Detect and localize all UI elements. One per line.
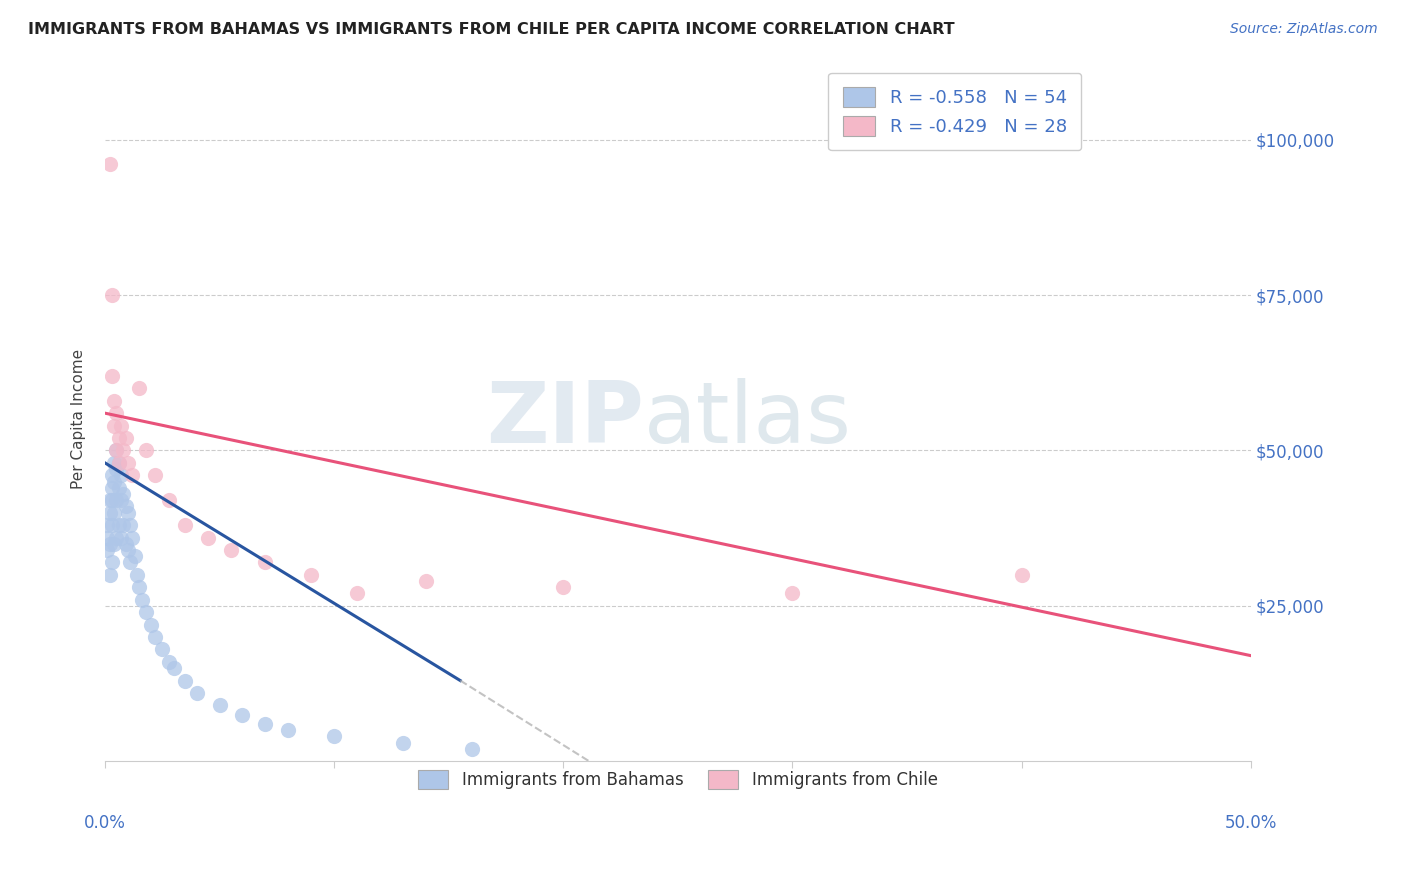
Point <box>105 531 128 545</box>
Point <box>208 698 231 713</box>
Point <box>277 723 299 738</box>
Point <box>323 730 346 744</box>
Point <box>101 288 124 302</box>
Point <box>105 462 128 476</box>
Point <box>157 655 180 669</box>
Point <box>101 468 124 483</box>
Point <box>128 381 150 395</box>
Point <box>124 549 146 563</box>
Point <box>219 543 242 558</box>
Point <box>114 537 136 551</box>
Legend: Immigrants from Bahamas, Immigrants from Chile: Immigrants from Bahamas, Immigrants from… <box>409 762 946 797</box>
Point <box>110 531 132 545</box>
Point <box>346 586 368 600</box>
Point <box>125 567 148 582</box>
Point <box>107 456 129 470</box>
Point <box>110 468 132 483</box>
Point <box>101 493 124 508</box>
Point <box>98 157 121 171</box>
Point <box>145 630 167 644</box>
Point <box>392 736 415 750</box>
Point <box>107 456 129 470</box>
Point <box>114 431 136 445</box>
Point <box>105 443 128 458</box>
Point <box>254 717 277 731</box>
Point <box>114 500 136 514</box>
Point <box>107 481 129 495</box>
Point <box>98 537 121 551</box>
Point <box>186 686 208 700</box>
Text: 0.0%: 0.0% <box>84 814 127 832</box>
Point <box>135 443 157 458</box>
Point <box>101 555 124 569</box>
Point <box>96 518 118 533</box>
Point <box>107 518 129 533</box>
Point <box>117 506 139 520</box>
Point <box>1011 567 1033 582</box>
Point <box>117 543 139 558</box>
Point <box>98 506 121 520</box>
Point <box>231 707 253 722</box>
Point <box>98 567 121 582</box>
Point <box>117 456 139 470</box>
Point <box>107 431 129 445</box>
Text: IMMIGRANTS FROM BAHAMAS VS IMMIGRANTS FROM CHILE PER CAPITA INCOME CORRELATION C: IMMIGRANTS FROM BAHAMAS VS IMMIGRANTS FR… <box>28 22 955 37</box>
Text: 50.0%: 50.0% <box>1225 814 1277 832</box>
Point <box>157 493 180 508</box>
Point <box>131 592 153 607</box>
Point <box>103 393 125 408</box>
Point <box>460 742 482 756</box>
Point <box>163 661 186 675</box>
Point <box>101 368 124 383</box>
Point <box>112 487 135 501</box>
Point <box>782 586 804 600</box>
Point <box>103 456 125 470</box>
Point <box>121 468 143 483</box>
Point <box>553 580 575 594</box>
Point <box>110 418 132 433</box>
Point <box>105 443 128 458</box>
Point <box>96 543 118 558</box>
Point <box>110 493 132 508</box>
Point <box>103 537 125 551</box>
Point <box>139 617 162 632</box>
Text: atlas: atlas <box>644 378 852 461</box>
Point <box>112 518 135 533</box>
Point <box>174 673 197 688</box>
Point <box>174 518 197 533</box>
Point <box>299 567 322 582</box>
Point <box>150 642 173 657</box>
Point <box>105 493 128 508</box>
Point <box>135 605 157 619</box>
Point <box>101 518 124 533</box>
Point <box>96 531 118 545</box>
Point <box>254 555 277 569</box>
Point <box>120 518 142 533</box>
Point <box>103 475 125 489</box>
Point <box>101 481 124 495</box>
Point <box>120 555 142 569</box>
Text: ZIP: ZIP <box>485 378 644 461</box>
Point <box>105 406 128 420</box>
Point <box>112 443 135 458</box>
Point <box>197 531 219 545</box>
Point <box>145 468 167 483</box>
Point <box>103 418 125 433</box>
Text: Source: ZipAtlas.com: Source: ZipAtlas.com <box>1230 22 1378 37</box>
Point <box>121 531 143 545</box>
Y-axis label: Per Capita Income: Per Capita Income <box>72 350 86 490</box>
Point <box>103 506 125 520</box>
Point <box>98 493 121 508</box>
Point <box>415 574 437 588</box>
Point <box>128 580 150 594</box>
